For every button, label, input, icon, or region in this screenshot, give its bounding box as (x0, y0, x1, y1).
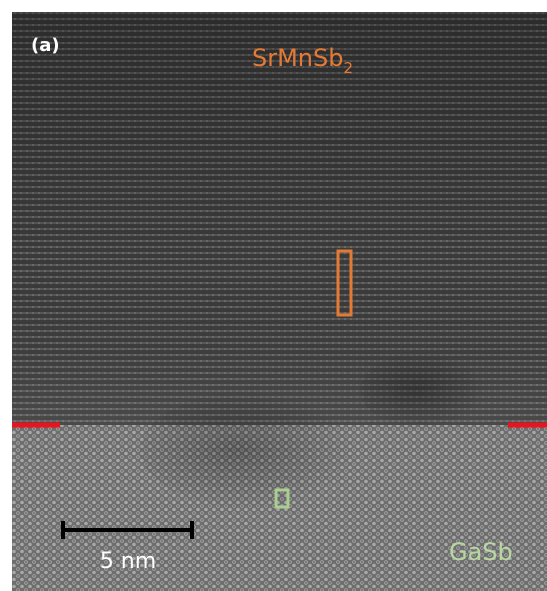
substrate-label: GaSb (449, 538, 513, 566)
scale-bar-label: 5 nm (100, 549, 156, 574)
shading (140, 390, 380, 510)
shading (360, 350, 500, 430)
micrograph-figure: (a) SrMnSb2 GaSb 5 nm (0, 0, 547, 591)
panel-label: (a) (31, 35, 60, 56)
layer-label-text: SrMnSb (252, 44, 344, 72)
layer-label-subscript: 2 (344, 59, 354, 77)
